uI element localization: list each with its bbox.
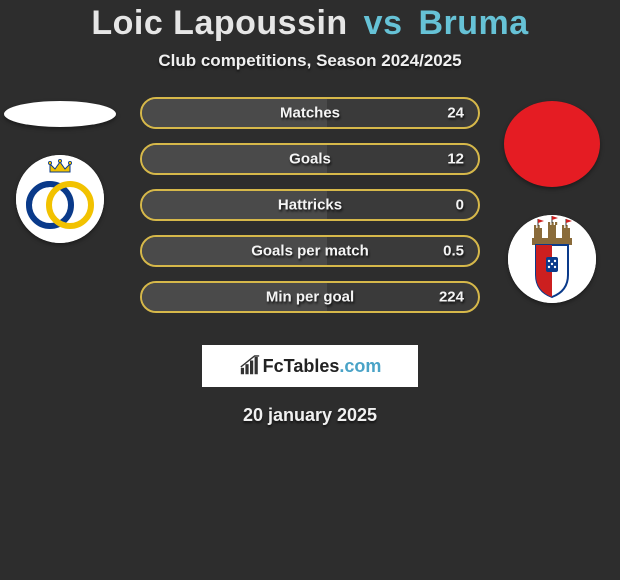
stat-label: Goals [289, 151, 331, 168]
root: Loic Lapoussin vs Bruma Club competition… [0, 0, 620, 580]
snapshot-date: 20 january 2025 [0, 405, 620, 426]
player1-marker [4, 101, 116, 127]
stat-label: Min per goal [266, 289, 354, 306]
bar-chart-icon [239, 355, 261, 377]
stat-value: 0 [456, 197, 464, 214]
stats-bars: Matches 24 Goals 12 Hattricks 0 Goals pe… [140, 97, 480, 327]
stat-value: 0.5 [443, 243, 464, 260]
comparison-panel: Matches 24 Goals 12 Hattricks 0 Goals pe… [0, 97, 620, 337]
brand-box: FcTables.com [202, 345, 418, 387]
club-crest-braga [508, 215, 596, 303]
stat-value: 12 [447, 151, 464, 168]
player1-name: Loic Lapoussin [91, 4, 347, 42]
stat-label: Goals per match [251, 243, 369, 260]
stat-label: Matches [280, 105, 340, 122]
stat-row-hattricks: Hattricks 0 [140, 189, 480, 221]
club-crest-usg [16, 155, 104, 243]
brand-text: FcTables.com [263, 356, 382, 377]
stat-row-matches: Matches 24 [140, 97, 480, 129]
vs-separator: vs [364, 4, 403, 42]
player2-marker [504, 101, 600, 187]
brand-box-inner: FcTables.com [205, 348, 415, 384]
right-column [492, 97, 612, 303]
page-title: Loic Lapoussin vs Bruma [0, 4, 620, 43]
stat-row-min-per-goal: Min per goal 224 [140, 281, 480, 313]
left-column [0, 97, 120, 243]
player2-name: Bruma [418, 4, 528, 42]
stat-row-goals: Goals 12 [140, 143, 480, 175]
brand-prefix: Fc [263, 356, 284, 376]
usg-crest-icon [16, 155, 104, 243]
stat-label: Hattricks [278, 197, 342, 214]
braga-crest-icon [508, 215, 596, 303]
stat-value: 24 [447, 105, 464, 122]
stat-value: 224 [439, 289, 464, 306]
brand-suffix: .com [339, 356, 381, 376]
subtitle: Club competitions, Season 2024/2025 [0, 51, 620, 71]
brand-mid: Tables [284, 356, 340, 376]
stat-row-goals-per-match: Goals per match 0.5 [140, 235, 480, 267]
